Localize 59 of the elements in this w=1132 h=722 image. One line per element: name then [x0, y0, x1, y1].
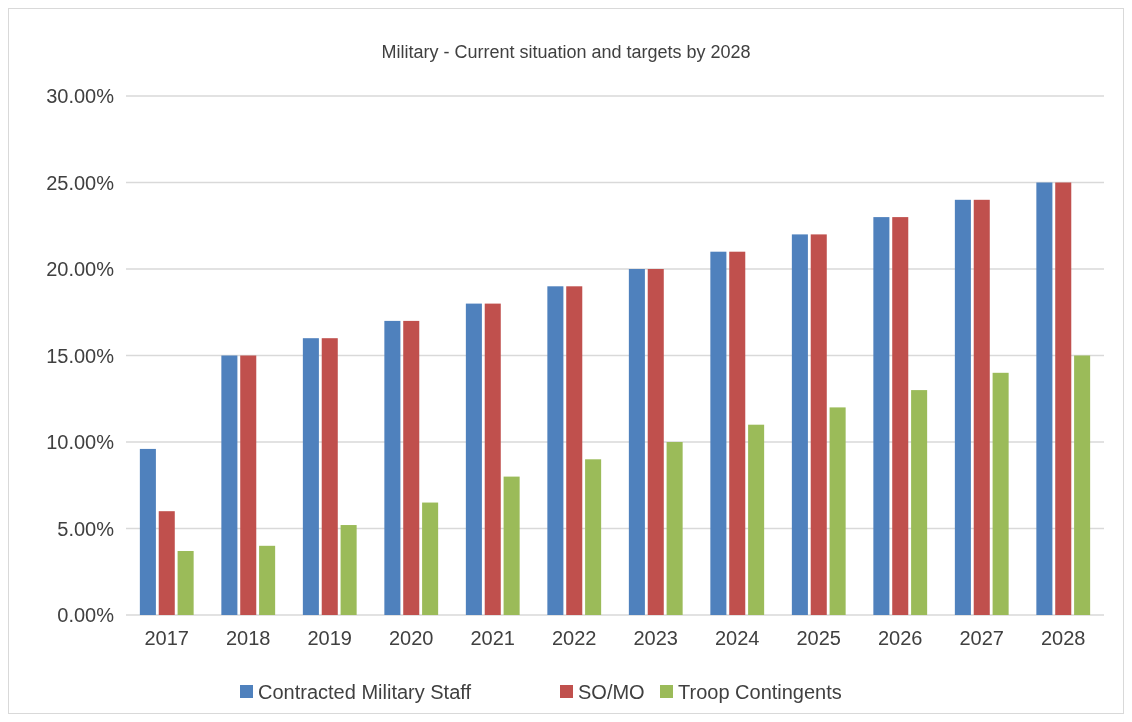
y-tick-label: 30.00% — [46, 85, 115, 107]
bar — [647, 269, 664, 615]
bar — [321, 338, 338, 615]
bar — [954, 199, 971, 615]
bar — [810, 234, 827, 615]
bar — [566, 286, 583, 615]
bar — [259, 545, 276, 615]
bar — [484, 303, 501, 615]
x-tick-label: 2025 — [796, 627, 841, 649]
bar — [873, 217, 890, 615]
bar — [911, 390, 928, 615]
bar — [302, 338, 319, 615]
bar — [340, 525, 357, 615]
bar — [139, 448, 156, 615]
bar — [422, 502, 439, 615]
y-tick-label: 20.00% — [46, 258, 115, 280]
bar — [585, 459, 602, 615]
x-tick-label: 2023 — [633, 627, 678, 649]
x-tick-label: 2019 — [307, 627, 352, 649]
bar — [465, 303, 482, 615]
bar — [384, 320, 401, 615]
x-tick-label: 2020 — [389, 627, 434, 649]
bar — [240, 355, 257, 615]
x-tick-label: 2021 — [470, 627, 515, 649]
x-tick-label: 2027 — [959, 627, 1004, 649]
x-tick-label: 2024 — [715, 627, 760, 649]
legend-label: SO/MO — [578, 681, 645, 703]
bar — [1074, 355, 1091, 615]
y-tick-label: 25.00% — [46, 171, 115, 194]
bar — [892, 217, 909, 615]
bar — [628, 269, 645, 615]
y-tick-label: 10.00% — [46, 431, 115, 453]
bar — [992, 372, 1009, 615]
x-tick-label: 2026 — [878, 627, 923, 649]
y-tick-label: 0.00% — [57, 604, 115, 626]
y-tick-label: 15.00% — [46, 344, 115, 367]
bar — [503, 476, 520, 615]
bar — [221, 355, 238, 615]
bar — [829, 407, 846, 615]
bar — [1055, 182, 1072, 615]
bar — [177, 550, 194, 615]
bar — [710, 251, 727, 615]
bar — [403, 320, 420, 615]
bar — [547, 286, 564, 615]
x-tick-label: 2022 — [552, 627, 597, 649]
bar — [729, 251, 746, 615]
x-tick-label: 2017 — [144, 627, 189, 649]
legend-label: Troop Contingents — [678, 681, 842, 703]
bar — [973, 199, 990, 615]
chart-title: Military - Current situation and targets by 2028 — [381, 42, 751, 62]
bar — [666, 442, 683, 615]
bar — [1036, 182, 1053, 615]
bar — [158, 511, 175, 615]
bar — [748, 424, 765, 615]
legend-label: Contracted Military Staff — [258, 681, 472, 703]
y-tick-label: 5.00% — [57, 517, 115, 540]
bar — [791, 234, 808, 615]
x-tick-label: 2028 — [1041, 627, 1086, 649]
x-tick-label: 2018 — [226, 627, 271, 649]
